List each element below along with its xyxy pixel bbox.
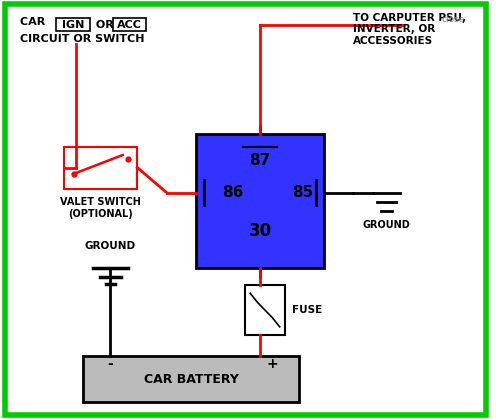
Text: IGN: IGN — [62, 20, 84, 30]
Text: 87: 87 — [249, 153, 271, 168]
Text: 85: 85 — [292, 185, 313, 200]
Bar — [57, 18, 90, 31]
Bar — [113, 18, 146, 31]
Text: 86: 86 — [222, 185, 243, 200]
Bar — [246, 285, 285, 335]
Text: CAR: CAR — [20, 17, 49, 27]
Text: VALET SWITCH
(OPTIONAL): VALET SWITCH (OPTIONAL) — [60, 197, 141, 219]
Text: 30: 30 — [248, 222, 272, 240]
Bar — [196, 134, 324, 268]
Text: CIRCUIT OR SWITCH: CIRCUIT OR SWITCH — [20, 34, 144, 44]
Text: FUSE: FUSE — [292, 305, 322, 315]
Bar — [64, 147, 137, 189]
Text: -: - — [108, 357, 113, 372]
Text: ACC: ACC — [117, 20, 142, 30]
Text: TO CARPUTER PSU,
INVERTER, OR
ACCESSORIES: TO CARPUTER PSU, INVERTER, OR ACCESSORIE… — [353, 13, 466, 46]
Text: close: close — [441, 15, 465, 23]
Text: GROUND: GROUND — [362, 220, 410, 230]
Text: +: + — [266, 357, 278, 372]
Text: GROUND: GROUND — [85, 241, 136, 251]
Text: CAR BATTERY: CAR BATTERY — [144, 372, 239, 386]
Bar — [83, 356, 299, 402]
Text: OR: OR — [92, 20, 118, 30]
